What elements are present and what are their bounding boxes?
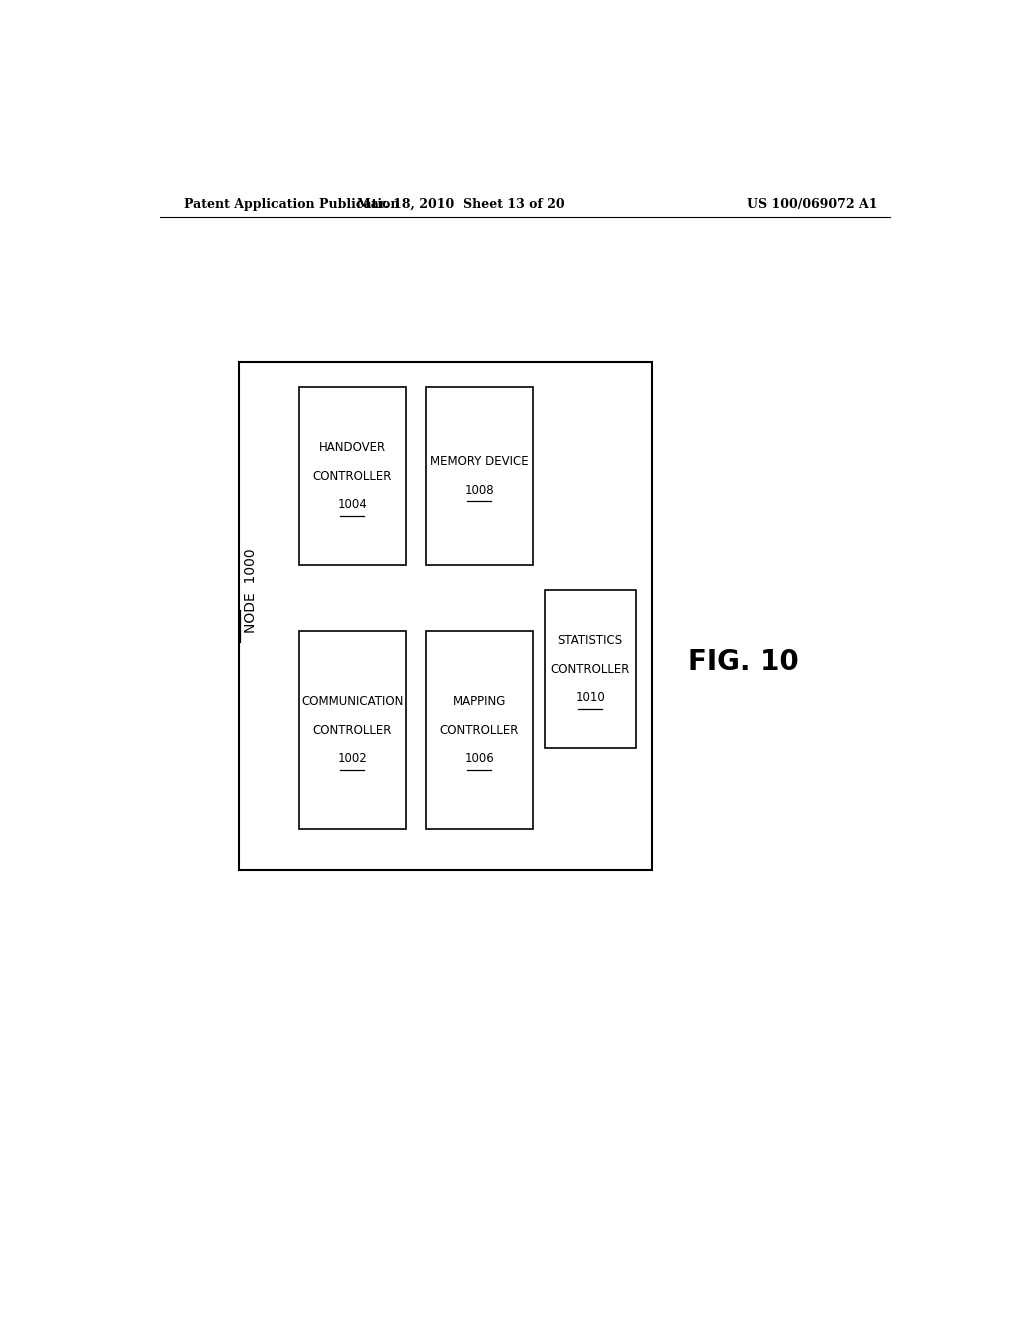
Bar: [545, 590, 636, 748]
Bar: [299, 631, 406, 829]
Text: 1004: 1004: [337, 498, 367, 511]
Text: CONTROLLER: CONTROLLER: [312, 723, 392, 737]
Text: MEMORY DEVICE: MEMORY DEVICE: [430, 455, 528, 469]
Text: STATISTICS: STATISTICS: [558, 634, 623, 647]
Text: US 100/069072 A1: US 100/069072 A1: [748, 198, 878, 211]
Bar: [426, 387, 532, 565]
Text: NODE  1000: NODE 1000: [244, 548, 258, 632]
Text: MAPPING: MAPPING: [453, 696, 506, 708]
Text: 1010: 1010: [575, 692, 605, 704]
Text: CONTROLLER: CONTROLLER: [551, 663, 630, 676]
Bar: [426, 631, 532, 829]
Text: 1006: 1006: [464, 752, 494, 766]
Text: 1008: 1008: [464, 483, 494, 496]
Text: CONTROLLER: CONTROLLER: [312, 470, 392, 483]
Text: CONTROLLER: CONTROLLER: [439, 723, 519, 737]
Text: HANDOVER: HANDOVER: [318, 441, 386, 454]
Bar: [240, 362, 652, 870]
Text: FIG. 10: FIG. 10: [688, 648, 799, 676]
Bar: [299, 387, 406, 565]
Text: Patent Application Publication: Patent Application Publication: [183, 198, 399, 211]
Text: 1002: 1002: [337, 752, 367, 766]
Text: Mar. 18, 2010  Sheet 13 of 20: Mar. 18, 2010 Sheet 13 of 20: [357, 198, 565, 211]
Text: COMMUNICATION: COMMUNICATION: [301, 696, 403, 708]
